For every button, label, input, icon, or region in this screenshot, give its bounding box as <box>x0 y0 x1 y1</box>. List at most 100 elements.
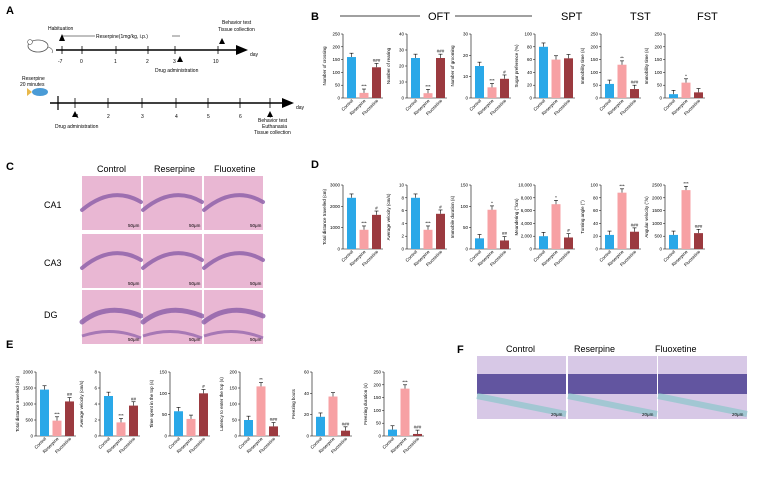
y-tick-label: 8 <box>401 195 404 200</box>
bar-reserpine <box>359 92 369 98</box>
bar-fluoxetine <box>694 92 703 98</box>
histo-c-ca1-reserpine: 50μm <box>141 176 204 230</box>
y-tick-label: 100 <box>590 183 598 188</box>
histo-c-ca1-fluoxetine: 50μm <box>202 176 265 230</box>
bar-fluoxetine <box>199 393 208 436</box>
bar-control <box>40 389 49 436</box>
header-oft: OFT <box>428 11 450 23</box>
bar-reserpine <box>681 190 691 249</box>
significance-mark: # <box>439 204 442 209</box>
significance-mark: ### <box>270 417 278 422</box>
y-tick-label: 0 <box>306 434 309 439</box>
y-tick-label: 10 <box>399 80 405 85</box>
y-tick-label: 20 <box>463 53 469 58</box>
histo-c-dg-control: 50μm <box>79 290 144 344</box>
y-tick-label: 200 <box>229 370 237 375</box>
bar-fluoxetine <box>129 405 138 436</box>
y-tick-label: 50 <box>335 83 341 88</box>
histo-c-ca1-control: 50μm <box>80 176 143 230</box>
y-tick-label: 4,000 <box>521 221 533 226</box>
scale-bar-label: 50μm <box>128 281 140 286</box>
bar-control <box>244 420 253 436</box>
c-col-control: Control <box>97 164 126 174</box>
y-axis-label: Total distance travelled (cm) <box>15 375 20 432</box>
significance-mark: *** <box>402 379 408 384</box>
significance-mark: # <box>375 206 378 211</box>
t2-tick-2: 2 <box>107 114 110 120</box>
y-tick-label: 100 <box>524 32 532 37</box>
y-tick-label: 150 <box>332 57 340 62</box>
y-tick-label: 0 <box>164 434 167 439</box>
histology-images: 50μm 50μm 50μm 50μm 50μm 50μm 50μm 50μm 50μm 20μm… <box>79 176 748 419</box>
panel-letter-b: B <box>311 11 319 23</box>
y-tick-label: 1000 <box>330 225 341 230</box>
y-tick-label: 50 <box>162 412 168 417</box>
y-tick-label: 50 <box>463 225 469 230</box>
y-tick-label: 2,000 <box>521 234 533 239</box>
scale-bar-label: 20μm <box>732 412 744 417</box>
significance-mark: ** <box>259 377 263 382</box>
y-axis-label: Turning angle (°) <box>580 200 585 234</box>
y-tick-label: 60 <box>527 57 533 62</box>
y-axis-label: Time spent in the top (s) <box>149 379 154 428</box>
significance-mark: *** <box>619 183 625 188</box>
panel-letter-c: C <box>6 161 14 173</box>
bar-fluoxetine <box>500 78 509 98</box>
y-tick-label: 40 <box>304 391 310 396</box>
tick-0: 0 <box>80 59 83 65</box>
scale-bar-label: 50μm <box>250 337 262 342</box>
y-tick-label: 10 <box>399 183 405 188</box>
bar-control <box>539 236 548 249</box>
bar-reserpine <box>487 87 497 98</box>
y-tick-label: 1500 <box>23 386 34 391</box>
bar-reserpine <box>487 209 497 249</box>
y-axis-label: Total distance travelled (cm) <box>322 188 327 245</box>
bar-fluoxetine <box>694 233 703 249</box>
bar-reserpine <box>328 396 338 436</box>
significance-mark: ### <box>414 425 422 430</box>
y-axis-label: Average velocity (cm/s) <box>386 193 391 240</box>
significance-mark: * <box>491 200 493 205</box>
significance-mark: *** <box>54 411 60 416</box>
bar-reserpine <box>186 418 196 436</box>
histo-c-ca3-reserpine: 50μm <box>141 234 204 288</box>
y-tick-label: 2500 <box>652 183 663 188</box>
bar-control <box>669 234 678 249</box>
bar-reserpine <box>551 59 561 98</box>
y-tick-label: 0 <box>465 247 468 252</box>
y-tick-label: 0 <box>337 96 340 101</box>
bar-fluoxetine <box>269 426 278 436</box>
significance-mark: # <box>202 384 205 389</box>
histo-c-ca3-control: 50μm <box>80 234 143 288</box>
significance-mark: ** <box>620 55 624 60</box>
bar-reserpine <box>617 192 627 249</box>
significance-mark: *** <box>683 181 689 186</box>
y-tick-label: 6 <box>94 386 97 391</box>
reserpine-dose-label: Reserpine(1mg/kg, i.p.) <box>96 34 148 40</box>
y-tick-label: 150 <box>373 395 381 400</box>
y-tick-label: 1000 <box>652 221 663 226</box>
behavior-test-label-2: Behavior test <box>258 118 288 124</box>
y-tick-label: 30 <box>399 48 405 53</box>
scale-bar-label: 20μm <box>551 412 563 417</box>
header-tst: TST <box>630 11 651 23</box>
histo-c-dg-reserpine: 50μm <box>140 290 205 344</box>
y-axis-label: Immobile duration (s) <box>450 195 455 238</box>
bar-reserpine <box>52 420 62 436</box>
t2-tick-3: 3 <box>141 114 144 120</box>
bar-control <box>669 94 678 98</box>
y-tick-label: 0 <box>529 247 532 252</box>
y-tick-label: 50 <box>657 83 663 88</box>
y-axis-label: Number of rearing <box>386 47 391 84</box>
bar-fluoxetine <box>372 67 381 98</box>
y-tick-label: 0 <box>595 247 598 252</box>
c-row-dg: DG <box>44 310 58 320</box>
chart-e-4: 0 50 100 150 200 Latency to enter the top (s)… <box>219 370 280 454</box>
significance-mark: ### <box>437 49 445 54</box>
histo-c-dg-fluoxetine: 50μm <box>201 290 266 344</box>
